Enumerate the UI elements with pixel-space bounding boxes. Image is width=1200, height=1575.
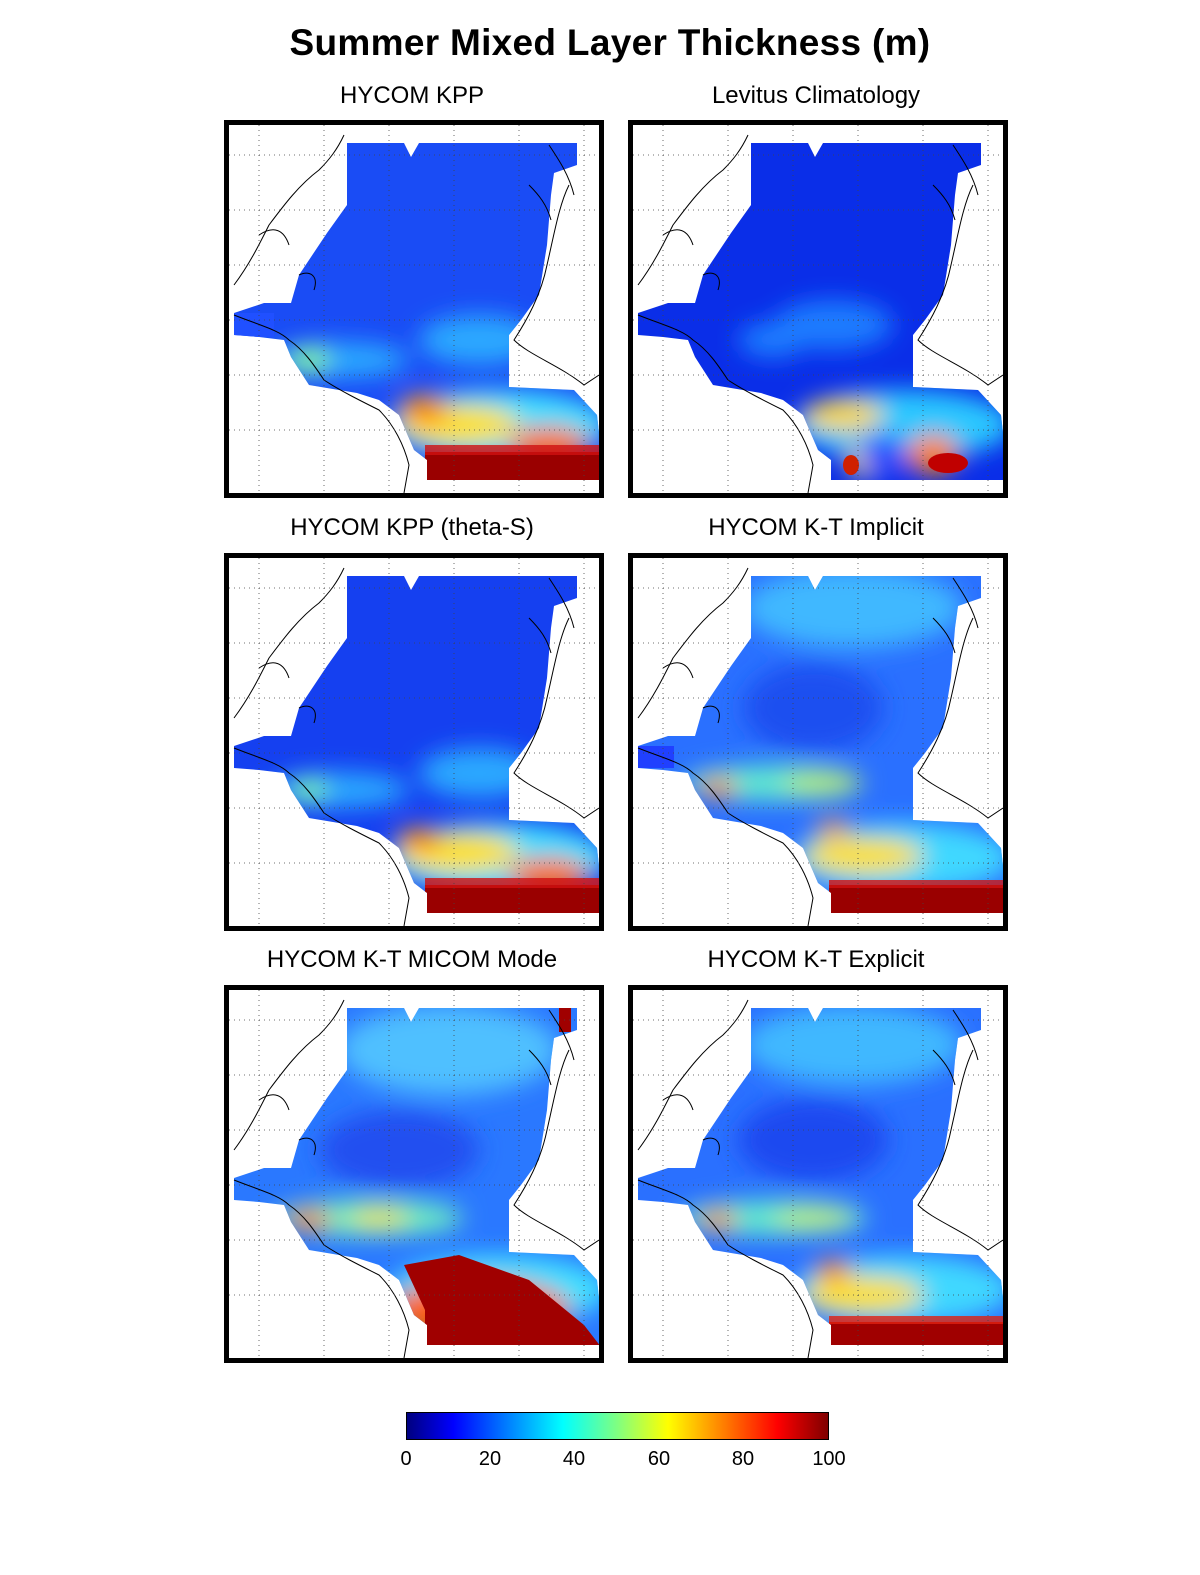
atlantic-map-levitus — [633, 125, 1003, 493]
panel-title-kt-micom: HYCOM K-T MICOM Mode — [266, 946, 558, 973]
panel-title-kt-explicit: HYCOM K-T Explicit — [707, 946, 925, 973]
colorbar-tick-label: 60 — [647, 1448, 671, 1470]
colorbar-tick-label: 100 — [812, 1448, 846, 1470]
map-panel-levitus — [628, 120, 1008, 498]
panel-title-levitus: Levitus Climatology — [711, 82, 921, 109]
colorbar-tick-label: 80 — [731, 1448, 755, 1470]
colorbar-tick-label: 40 — [562, 1448, 586, 1470]
atlantic-map-kpp-theta — [229, 558, 599, 926]
map-panel-kpp — [224, 120, 604, 498]
panel-title-kt-implicit: HYCOM K-T Implicit — [708, 514, 924, 541]
map-panel-kpp-theta — [224, 553, 604, 931]
atlantic-map-kt-implicit — [633, 558, 1003, 926]
atlantic-map-kt-micom — [229, 990, 599, 1358]
colorbar-tick-label: 20 — [478, 1448, 502, 1470]
panel-title-kpp-theta: HYCOM KPP (theta-S) — [290, 514, 534, 541]
map-panel-kt-explicit — [628, 985, 1008, 1363]
atlantic-map-kt-explicit — [633, 990, 1003, 1358]
map-panel-kt-micom — [224, 985, 604, 1363]
main-title: Summer Mixed Layer Thickness (m) — [289, 22, 931, 63]
colorbar-tick-label: 0 — [400, 1448, 412, 1470]
colorbar — [406, 1412, 829, 1440]
panel-title-kpp: HYCOM KPP — [339, 82, 485, 109]
map-panel-kt-implicit — [628, 553, 1008, 931]
atlantic-map-kpp — [229, 125, 599, 493]
